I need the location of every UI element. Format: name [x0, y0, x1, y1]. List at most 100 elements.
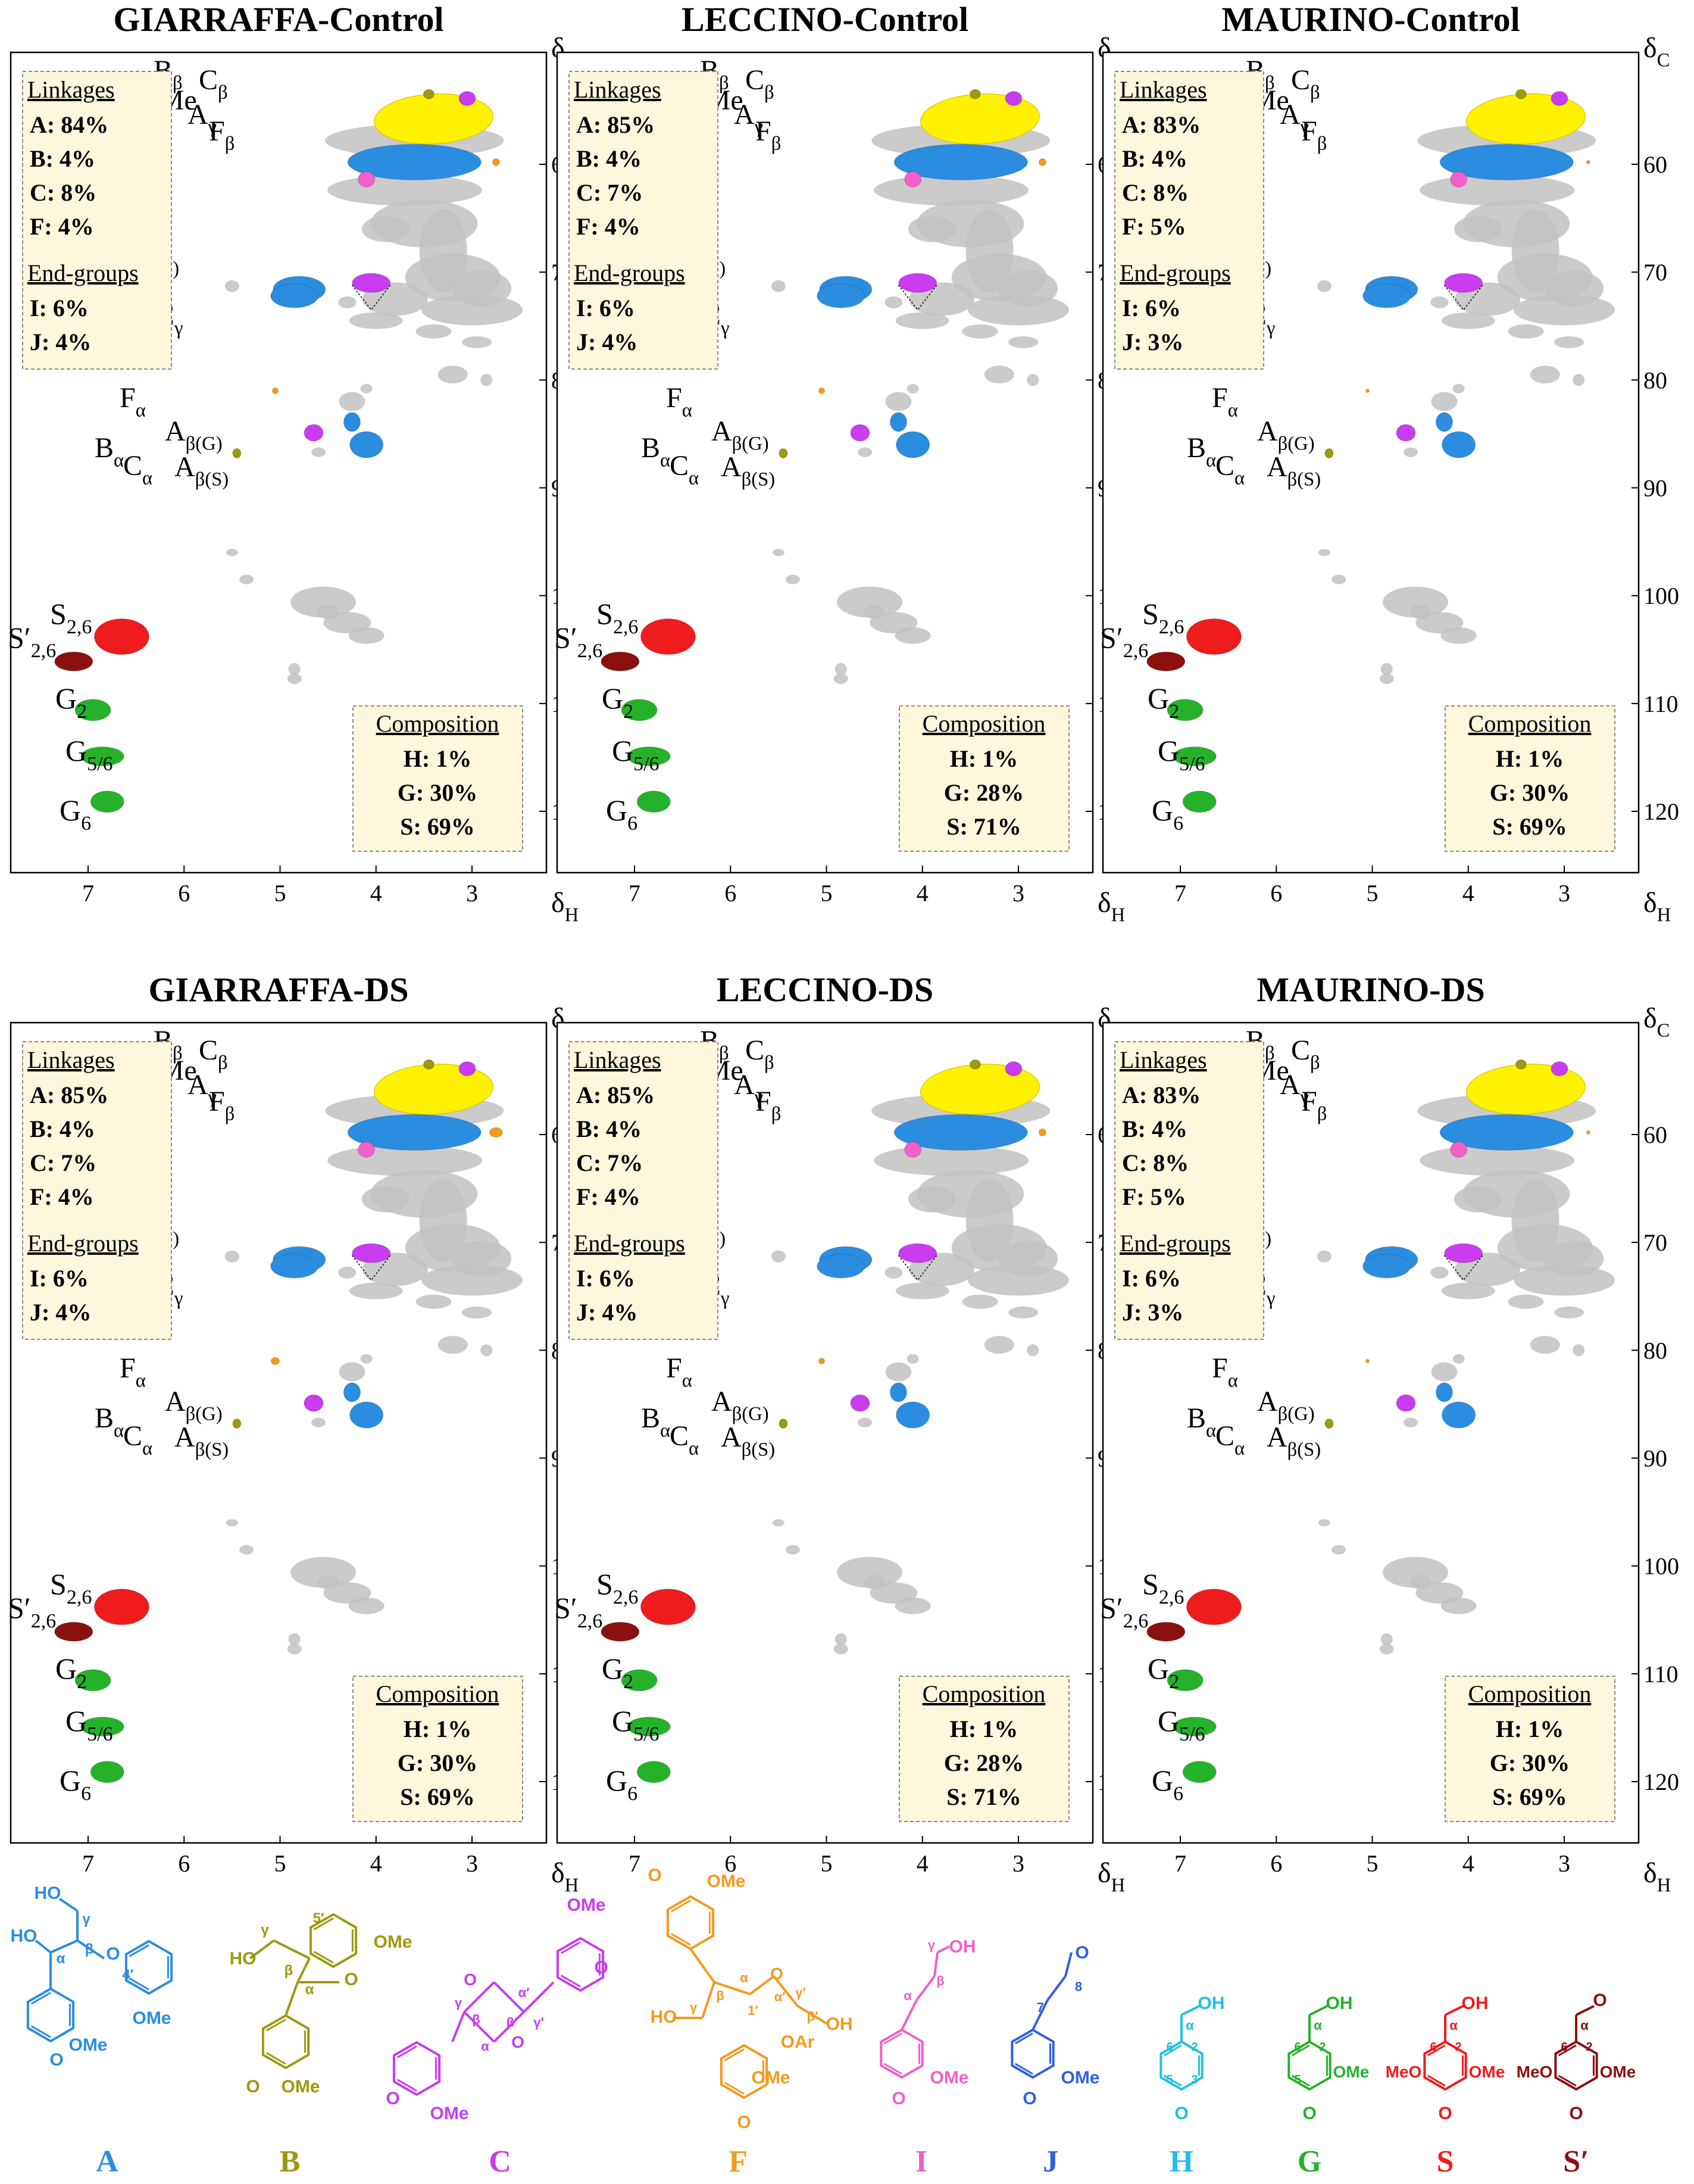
atom-label: HO	[35, 1883, 61, 1903]
x-tick-label: 4	[917, 880, 929, 907]
gray-contour	[884, 1266, 903, 1279]
gray-contour	[1440, 627, 1477, 644]
gray-contour	[1508, 1294, 1544, 1309]
peak-S26	[93, 618, 150, 655]
peak-C	[1444, 1243, 1483, 1263]
bond	[50, 1939, 78, 1954]
linkage-value: B: 4%	[30, 145, 95, 172]
peak-label: Fβ	[755, 1086, 781, 1124]
linkage-value: F: 4%	[576, 1183, 640, 1210]
gray-contour	[884, 296, 903, 308]
panel-6: MAURINO-DS-OMeBβCβAγFβIγAα(G)Aα(S)CγFαAβ…	[1100, 970, 1679, 1896]
panel-2: LECCINO-Control-OMeBβCβAγFβIγAα(G)Aα(S)C…	[554, 0, 1133, 926]
peak-S26	[601, 1621, 640, 1642]
x-tick-label: 6	[178, 1850, 190, 1877]
gray-contour	[415, 324, 452, 339]
composition-value: S: 71%	[946, 813, 1021, 840]
atom-label: OMe	[707, 1871, 745, 1891]
peak-label: G6	[1152, 793, 1183, 835]
peak-F	[492, 158, 500, 166]
gray-contour	[1027, 1344, 1039, 1357]
gray-contour	[361, 1186, 410, 1213]
linkage-value: A: 85%	[576, 1082, 655, 1108]
composition-box-bg	[1445, 1676, 1615, 1822]
peak-label: S′2,6	[8, 1591, 56, 1632]
peak-F	[271, 387, 279, 395]
peak-C	[1551, 1061, 1568, 1077]
peak-AS	[896, 1401, 930, 1429]
linkage-value: A: 85%	[30, 1082, 108, 1108]
bond	[1032, 1999, 1049, 2030]
composition-value: G: 30%	[1490, 779, 1570, 806]
gray-contour	[452, 1241, 512, 1277]
peak-label: G5/6	[1158, 1704, 1205, 1745]
atom-label: 7	[1037, 2000, 1044, 2015]
peak-label: Aβ(S)	[174, 1421, 229, 1460]
composition-value: H: 1%	[1496, 1716, 1564, 1742]
gray-contour	[772, 1519, 785, 1527]
gray-contour	[361, 215, 410, 242]
atom-label: MeO	[1386, 2063, 1422, 2081]
linkages-box-bg	[568, 71, 718, 370]
aromatic-ring	[1159, 2040, 1204, 2091]
composition-value: S: 69%	[1492, 813, 1567, 840]
bond	[58, 1898, 79, 1912]
linkages-box-bg	[1114, 1041, 1264, 1340]
peak-label: Aγ	[1280, 1069, 1309, 1108]
peak-label: G6	[60, 1764, 91, 1805]
ring-bond	[883, 2063, 902, 2075]
x-tick-label: 5	[274, 1850, 286, 1877]
gray-contour	[833, 1644, 848, 1655]
peak-label: Fα	[1212, 1352, 1238, 1391]
peak-C	[1005, 90, 1023, 107]
bond	[1046, 1975, 1067, 2001]
atom-label: 2	[1586, 2041, 1592, 2054]
atom-label: OMe	[751, 2068, 790, 2088]
peak-AS	[349, 1401, 384, 1429]
composition-value: S: 69%	[400, 813, 475, 840]
linkages-box: Linkages A: 85% B: 4% C: 7% F: 4% End-groups I…	[568, 71, 718, 370]
peak-label: S2,6	[1142, 597, 1184, 638]
peak-label: S2,6	[596, 597, 638, 638]
gray-contour	[339, 1362, 365, 1382]
atom-label: γ	[928, 1938, 936, 1952]
atom-label: γ′	[795, 1985, 806, 2000]
background-contours	[771, 124, 1069, 685]
gray-contour	[907, 383, 919, 393]
linkage-value: B: 4%	[1122, 1116, 1187, 1142]
composition-box-bg	[899, 705, 1070, 852]
composition-box: Composition H: 1% G: 28% S: 71%	[899, 705, 1070, 852]
gray-contour	[1430, 1266, 1449, 1279]
x-tick-label: 4	[1462, 880, 1474, 907]
aromatic-ring	[1011, 2028, 1055, 2079]
atom-label: O	[892, 2089, 905, 2108]
panel-1: GIARRAFFA-Control-OMeBβCβAγFβIγAα(G)Aα(S…	[8, 0, 587, 926]
peak-label: Cβ	[1291, 1035, 1320, 1073]
atom-label: β	[285, 1963, 293, 1979]
atom-label: OMe	[430, 2104, 468, 2123]
panel-title: MAURINO-DS	[1257, 970, 1484, 1009]
gray-contour	[1404, 1417, 1418, 1427]
composition-box: Composition H: 1% G: 28% S: 71%	[899, 1676, 1070, 1822]
peak-label: Bα	[641, 1402, 670, 1441]
endgroup-value: J: 4%	[576, 329, 637, 355]
peak-label: Fα	[666, 382, 692, 421]
peak-label: Fα	[666, 1352, 692, 1391]
endgroup-value: I: 6%	[1122, 1265, 1181, 1292]
peak-C	[304, 1394, 324, 1412]
peak-G56	[80, 746, 124, 767]
ring-bond	[313, 1951, 334, 1964]
peak-label: G6	[606, 793, 637, 835]
peak-label: Bα	[1187, 432, 1216, 471]
peak-AS	[270, 283, 319, 308]
gray-contour	[462, 1306, 492, 1318]
x-tick-label: 7	[82, 880, 94, 907]
gray-contour	[360, 383, 373, 393]
x-tick-label: 7	[1174, 1850, 1186, 1877]
x-tick-label: 3	[466, 1850, 478, 1877]
atom-label: HO	[11, 1926, 37, 1946]
x-tick-label: 4	[370, 1850, 382, 1877]
gray-contour	[895, 627, 931, 644]
peak-label: G5/6	[65, 734, 113, 775]
ring-bond	[1427, 2074, 1446, 2087]
